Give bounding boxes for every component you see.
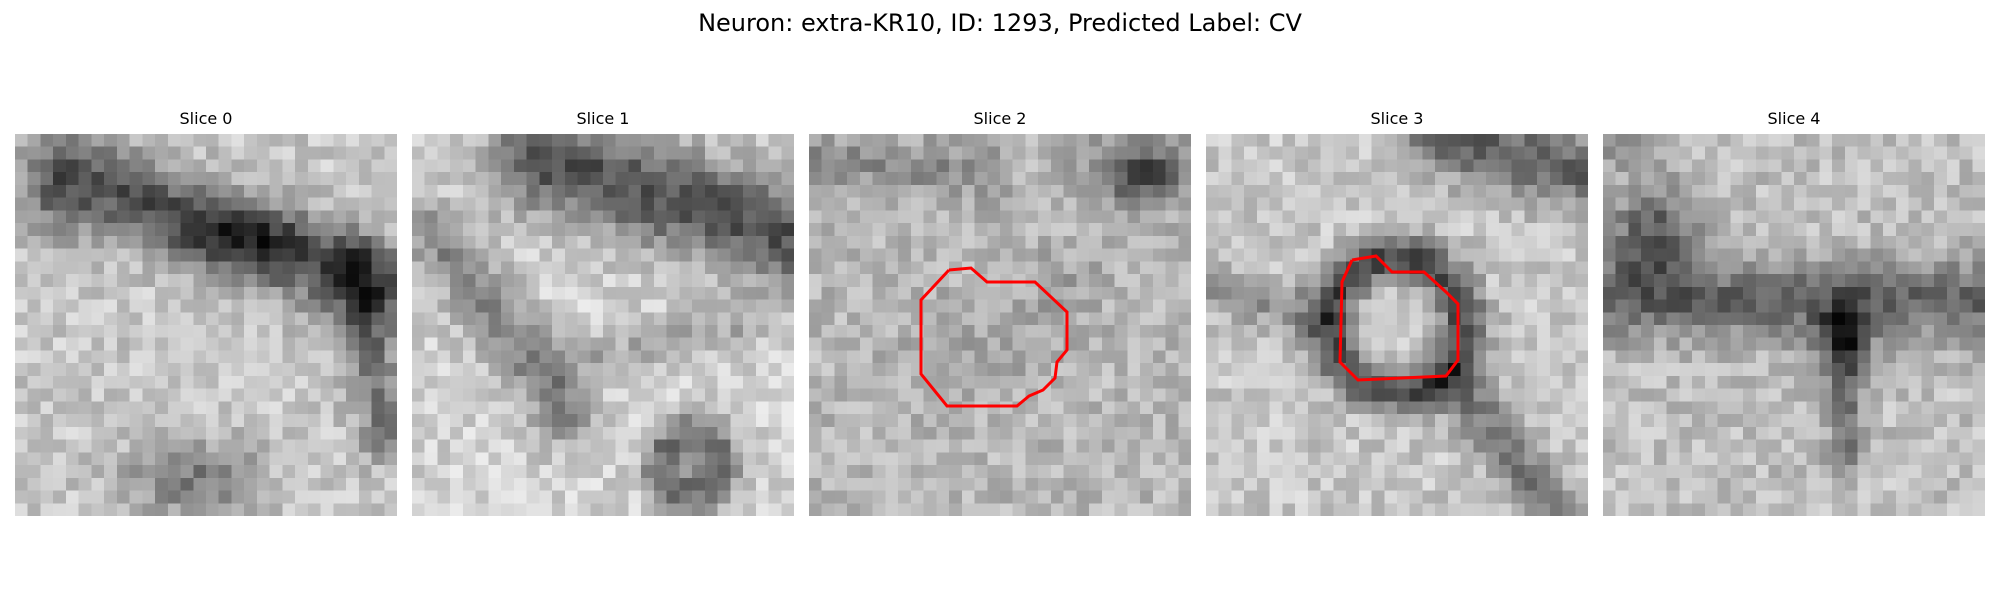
slice-0-title: Slice 0 xyxy=(179,109,233,128)
slice-1-title: Slice 1 xyxy=(576,109,630,128)
slice-4-image xyxy=(1603,134,1985,516)
figure-title: Neuron: extra-KR10, ID: 1293, Predicted … xyxy=(698,9,1302,37)
slice-2-contour xyxy=(919,266,1069,408)
slice-3-contour xyxy=(1338,254,1460,382)
slice-3-title: Slice 3 xyxy=(1370,109,1424,128)
slice-3-contour-line xyxy=(1338,254,1460,382)
slice-3-image xyxy=(1206,134,1588,516)
slice-4-title: Slice 4 xyxy=(1767,109,1821,128)
slice-0-image xyxy=(15,134,397,516)
slice-2-image xyxy=(809,134,1191,516)
slice-2-title: Slice 2 xyxy=(973,109,1027,128)
slice-1-image xyxy=(412,134,794,516)
slice-2-contour-line xyxy=(919,266,1069,408)
